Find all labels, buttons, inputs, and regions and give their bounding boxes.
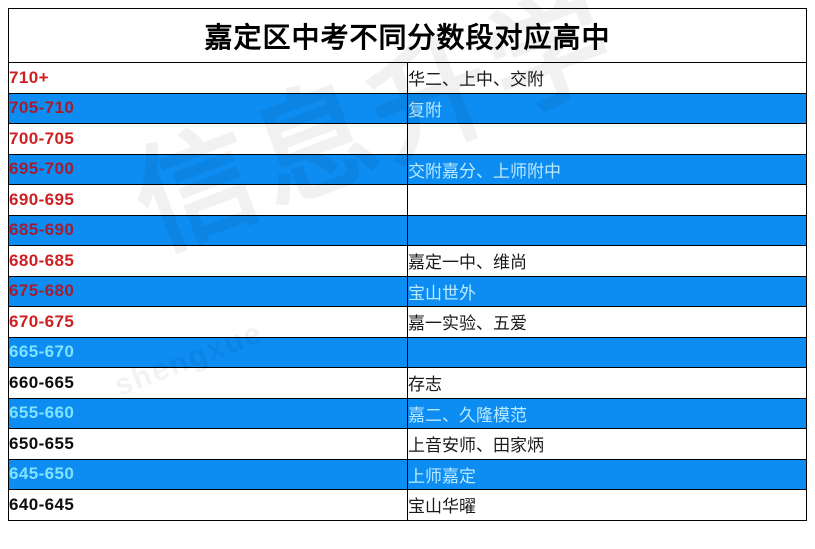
table-row: 655-660 嘉二、久隆模范	[8, 397, 807, 429]
table-row: 685-690	[8, 214, 807, 246]
score-band-cell: 675-680	[8, 275, 408, 307]
schools-cell: 嘉定一中、维尚	[407, 245, 807, 277]
schools-cell: 宝山华曜	[407, 489, 807, 521]
table-row: 670-675 嘉一实验、五爱	[8, 306, 807, 338]
table-row: 710+ 华二、上中、交附	[8, 62, 807, 94]
schools-cell: 嘉一实验、五爱	[407, 306, 807, 338]
score-band-cell: 665-670	[8, 336, 408, 368]
schools-cell	[407, 184, 807, 216]
schools-cell: 复附	[407, 92, 807, 124]
page-title: 嘉定区中考不同分数段对应高中	[8, 8, 807, 63]
score-band-cell: 650-655	[8, 428, 408, 460]
score-band-cell: 690-695	[8, 184, 408, 216]
table-row: 700-705	[8, 123, 807, 155]
table-row: 690-695	[8, 184, 807, 216]
score-band-cell: 705-710	[8, 92, 408, 124]
schools-cell: 嘉二、久隆模范	[407, 397, 807, 429]
score-band-cell: 670-675	[8, 306, 408, 338]
table-row: 665-670	[8, 336, 807, 368]
table-row: 660-665 存志	[8, 367, 807, 399]
score-band-cell: 655-660	[8, 397, 408, 429]
score-band-cell: 695-700	[8, 153, 408, 185]
schools-cell: 上师嘉定	[407, 458, 807, 490]
table-row: 645-650 上师嘉定	[8, 458, 807, 490]
table-title-row: 嘉定区中考不同分数段对应高中	[8, 8, 807, 63]
table-row: 675-680 宝山世外	[8, 275, 807, 307]
schools-cell	[407, 123, 807, 155]
schools-cell: 存志	[407, 367, 807, 399]
score-band-table-body: 嘉定区中考不同分数段对应高中 710+ 华二、上中、交附 705-710 复附 700-…	[8, 8, 807, 521]
score-band-cell: 645-650	[8, 458, 408, 490]
score-band-cell: 700-705	[8, 123, 408, 155]
score-band-table: 嘉定区中考不同分数段对应高中 710+ 华二、上中、交附 705-710 复附 700-…	[8, 8, 807, 521]
score-band-cell: 660-665	[8, 367, 408, 399]
schools-cell: 宝山世外	[407, 275, 807, 307]
table-row: 695-700 交附嘉分、上师附中	[8, 153, 807, 185]
schools-cell: 交附嘉分、上师附中	[407, 153, 807, 185]
table-row: 705-710 复附	[8, 92, 807, 124]
schools-cell	[407, 336, 807, 368]
score-band-cell: 685-690	[8, 214, 408, 246]
schools-cell	[407, 214, 807, 246]
score-band-cell: 680-685	[8, 245, 408, 277]
table-row: 640-645 宝山华曜	[8, 489, 807, 521]
table-row: 650-655 上音安师、田家炳	[8, 428, 807, 460]
schools-cell: 华二、上中、交附	[407, 62, 807, 94]
score-band-cell: 710+	[8, 62, 408, 94]
table-row: 680-685 嘉定一中、维尚	[8, 245, 807, 277]
schools-cell: 上音安师、田家炳	[407, 428, 807, 460]
score-band-cell: 640-645	[8, 489, 408, 521]
